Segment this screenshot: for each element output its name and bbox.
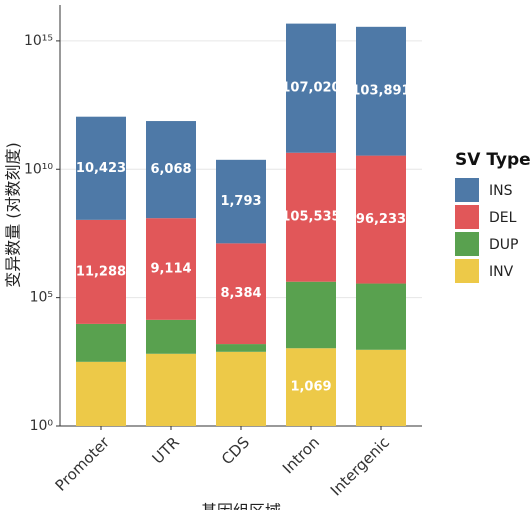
value-label: 105,535 (281, 210, 340, 225)
bar-segment (146, 353, 196, 426)
legend-swatch (455, 205, 479, 229)
bar-segment (76, 361, 126, 426)
bar-segment (356, 155, 406, 284)
bar-segment (216, 159, 266, 244)
value-label: 9,114 (150, 262, 191, 277)
y-tick-label: 10¹⁵ (24, 33, 53, 49)
value-label: 10,423 (76, 161, 126, 176)
bar-segment (76, 323, 126, 362)
value-label: 8,384 (220, 286, 261, 301)
legend-label: DEL (489, 210, 517, 226)
legend-swatch (455, 259, 479, 283)
legend-title: SV Type (455, 150, 531, 170)
x-tick-label: Promoter (52, 433, 114, 495)
x-tick-label: CDS (218, 433, 253, 468)
legend-swatch (455, 232, 479, 256)
bar-segment (216, 243, 266, 345)
bar-segment (146, 319, 196, 354)
bar-segment (146, 121, 196, 219)
value-label: 1,793 (220, 194, 261, 209)
y-axis-title: 变异数量 (对数刻度) (4, 142, 23, 288)
bar-segment (216, 351, 266, 426)
y-tick-label: 10⁰ (30, 418, 54, 434)
bar-segment (286, 281, 336, 349)
value-label: 11,288 (76, 264, 126, 279)
bar-segment (286, 23, 336, 153)
value-label: 96,233 (356, 212, 406, 227)
bar-segment (356, 26, 406, 156)
bar-segment (216, 344, 266, 352)
legend-swatch (455, 178, 479, 202)
value-label: 107,020 (281, 81, 340, 96)
bar-segment (286, 152, 336, 282)
value-label: 6,068 (150, 162, 191, 177)
bar-segment (76, 219, 126, 324)
y-tick-label: 10⁵ (30, 290, 53, 306)
bar-segment (146, 218, 196, 320)
value-label: 1,069 (290, 380, 331, 395)
x-axis-title: 基因组区域 (201, 502, 281, 510)
x-tick-label: Intergenic (327, 433, 393, 499)
y-tick-label: 10¹⁰ (24, 161, 53, 177)
bar-segment (286, 348, 336, 426)
legend-label: INS (489, 183, 513, 199)
bar-segment (76, 116, 126, 220)
value-label: 103,891 (351, 84, 410, 99)
x-tick-label: UTR (149, 433, 183, 467)
legend-label: INV (489, 264, 514, 280)
legend-label: DUP (489, 237, 518, 253)
bar-segment (356, 349, 406, 426)
x-tick-label: Intron (279, 433, 323, 477)
bar-segment (356, 283, 406, 350)
